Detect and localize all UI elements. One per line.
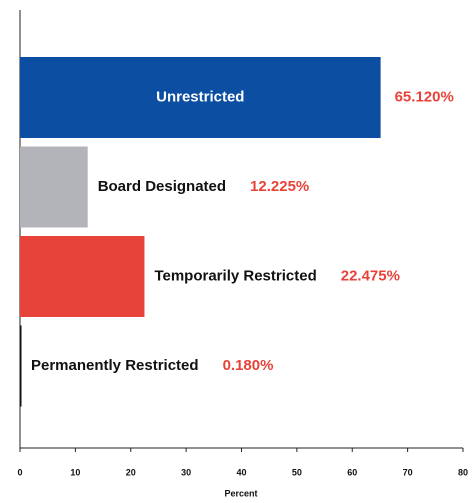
category-label: Board Designated <box>98 178 226 195</box>
x-tick-label: 0 <box>17 467 22 477</box>
value-label: 65.120% <box>395 88 454 105</box>
category-label: Permanently Restricted <box>31 357 199 374</box>
x-tick-label: 50 <box>292 467 302 477</box>
x-axis-label: Percent <box>224 488 257 498</box>
x-tick-label: 60 <box>347 467 357 477</box>
x-tick-label: 70 <box>403 467 413 477</box>
bar <box>20 57 381 138</box>
category-label: Temporarily Restricted <box>154 267 316 284</box>
x-tick-label: 10 <box>70 467 80 477</box>
value-label: 12.225% <box>250 178 309 195</box>
bar <box>20 325 22 407</box>
x-tick-label: 30 <box>181 467 191 477</box>
x-tick-label: 20 <box>126 467 136 477</box>
bar <box>20 236 145 317</box>
category-label: Unrestricted <box>156 88 244 105</box>
bar <box>20 146 88 228</box>
x-tick-label: 80 <box>458 467 468 477</box>
value-label: 0.180% <box>223 357 274 374</box>
x-tick-label: 40 <box>236 467 246 477</box>
value-label: 22.475% <box>341 267 400 284</box>
